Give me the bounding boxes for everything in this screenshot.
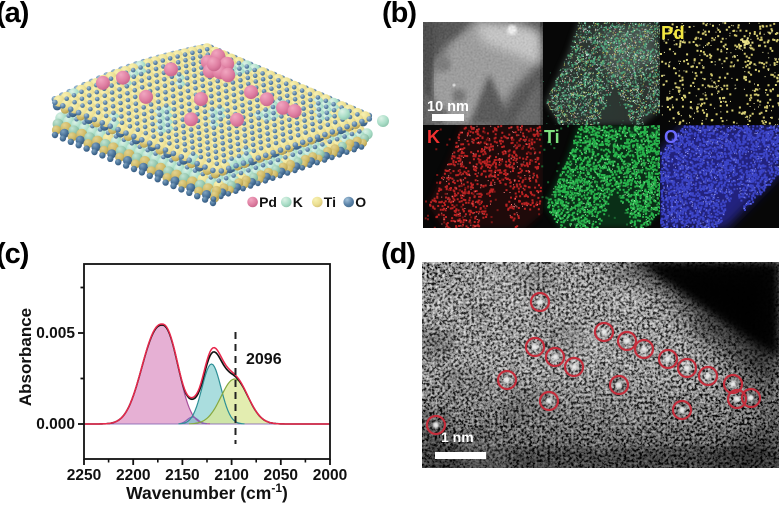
svg-text:2150: 2150 bbox=[165, 467, 199, 484]
svg-text:Pd: Pd bbox=[259, 194, 277, 210]
svg-text:2100: 2100 bbox=[214, 467, 248, 484]
svg-text:K: K bbox=[293, 194, 303, 210]
svg-text:2200: 2200 bbox=[116, 467, 150, 484]
svg-text:2050: 2050 bbox=[264, 467, 298, 484]
svg-text:0.000: 0.000 bbox=[36, 416, 75, 433]
svg-text:O: O bbox=[664, 127, 678, 147]
svg-text:10 nm: 10 nm bbox=[427, 99, 469, 115]
svg-text:O: O bbox=[355, 194, 366, 210]
svg-text:Pd: Pd bbox=[661, 22, 685, 43]
svg-text:2096: 2096 bbox=[246, 351, 282, 368]
svg-text:0.005: 0.005 bbox=[36, 325, 75, 342]
svg-text:2250: 2250 bbox=[67, 467, 101, 484]
svg-text:Absorbance: Absorbance bbox=[16, 308, 35, 406]
svg-text:Wavenumber (cm-1): Wavenumber (cm-1) bbox=[126, 481, 288, 503]
svg-text:2000: 2000 bbox=[313, 467, 347, 484]
svg-text:Ti: Ti bbox=[544, 127, 560, 147]
svg-text:K: K bbox=[427, 127, 440, 147]
svg-text:Ti: Ti bbox=[324, 194, 336, 210]
svg-text:1 nm: 1 nm bbox=[441, 429, 474, 445]
